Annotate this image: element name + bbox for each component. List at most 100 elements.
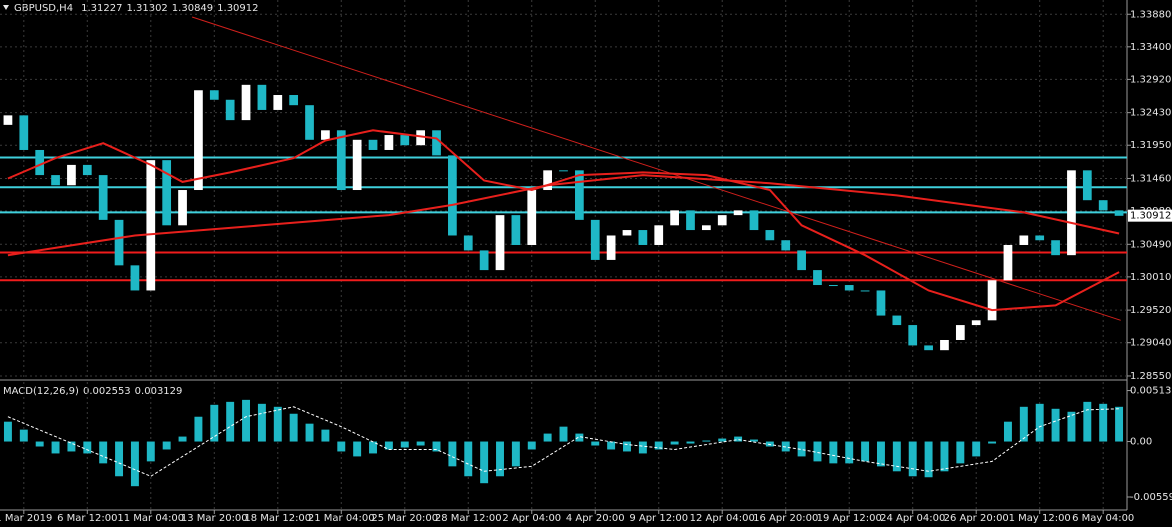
macd-bar [305, 423, 314, 442]
candle-body [209, 90, 219, 100]
candle-body [955, 325, 965, 340]
trend-line [191, 16, 1121, 321]
macd-bar [543, 433, 552, 442]
candle-body [654, 225, 664, 245]
macd-bar [654, 441, 663, 450]
x-tick-label: 1 May 12:00 [1009, 513, 1071, 524]
candle-body [495, 215, 505, 271]
macd-bar [829, 441, 838, 464]
macd-bar [972, 441, 981, 457]
macd-bar [369, 441, 377, 454]
x-tick-label: 12 Apr 04:00 [690, 513, 755, 524]
candle-body [416, 130, 426, 146]
candle-body [527, 190, 537, 245]
macd-bar [83, 441, 92, 454]
candle-body [940, 339, 949, 351]
macd-bar [1083, 401, 1092, 442]
menu-triangle[interactable] [3, 5, 9, 10]
last-price-label: 1.30912 [1130, 211, 1171, 222]
candle-body [178, 190, 187, 226]
macd-bar [194, 416, 203, 442]
candle-body [860, 290, 870, 292]
candle-body [448, 155, 457, 236]
macd-bar [623, 441, 631, 452]
macd-bar [210, 404, 219, 442]
x-tick-label: 25 Mar 20:00 [371, 513, 438, 524]
y-tick-label: 1.33880 [1130, 9, 1171, 20]
macd-bar [35, 441, 44, 447]
candle-body [701, 225, 711, 231]
candle-body [844, 285, 854, 291]
candle-body [733, 210, 743, 216]
macd-bar [956, 441, 965, 464]
candle-body [749, 210, 759, 231]
macd-bar [876, 441, 885, 467]
macd-bar [527, 441, 536, 450]
candle-body [797, 250, 806, 271]
x-tick-label: 28 Mar 12:00 [435, 513, 502, 524]
x-tick-label: 6 May 04:00 [1072, 513, 1134, 524]
x-tick-label: 1 Mar 2019 [0, 513, 52, 524]
candle-body [194, 90, 203, 191]
macd-bar [384, 441, 393, 450]
candle-body [606, 235, 616, 260]
candle-body [590, 219, 600, 260]
candle-body [130, 265, 140, 291]
candle-body [765, 230, 775, 241]
macd-bar [257, 403, 266, 442]
macd-bar [337, 441, 346, 452]
candle-body [479, 250, 489, 271]
x-tick-label: 26 Apr 20:00 [944, 513, 1009, 524]
candle-body [828, 285, 838, 287]
macd-bar [464, 441, 473, 477]
macd-bar [416, 441, 425, 446]
candle-body [384, 135, 394, 150]
candle-body [622, 230, 632, 236]
candle-body [1019, 235, 1029, 245]
candle-body [543, 170, 552, 191]
candle-body [1114, 210, 1124, 216]
macd-bar [924, 441, 933, 478]
candle-body [559, 170, 568, 172]
candle-body [686, 210, 695, 231]
y-tick-label: 1.28550 [1130, 371, 1171, 382]
candle-body [638, 230, 648, 245]
y-tick-label: 1.32430 [1130, 108, 1171, 119]
macd-bar [3, 421, 12, 442]
candle-body [273, 95, 283, 110]
candle-body [82, 164, 92, 176]
candle-body [67, 164, 76, 186]
macd-bar [448, 441, 457, 467]
macd-value: 0.003129 [135, 386, 183, 397]
candle-body [162, 160, 172, 226]
x-tick-label: 11 Mar 04:00 [117, 513, 184, 524]
macd-bar [1115, 406, 1124, 442]
macd-bar [734, 436, 743, 442]
macd-bar [813, 441, 822, 462]
macd-title: MACD(12,26,9) [3, 386, 79, 397]
macd-bar [400, 441, 409, 448]
candle-body [352, 139, 362, 191]
macd-bar [511, 441, 520, 467]
macd-bar [273, 406, 282, 442]
macd-bar [99, 441, 108, 464]
candle-body [98, 175, 108, 220]
candle-body [1067, 170, 1076, 256]
macd-bar [797, 441, 806, 457]
macd-bar [178, 436, 187, 442]
candle-body [432, 130, 441, 156]
macd-bar [940, 441, 949, 472]
candle-body [908, 325, 918, 346]
macd-bar [765, 441, 774, 447]
macd-bar [242, 399, 251, 442]
macd-bar [607, 441, 616, 450]
last-price-box [1128, 209, 1172, 222]
macd-bar [1099, 403, 1108, 442]
macd-bar [1067, 411, 1076, 442]
candle-body [400, 135, 410, 146]
macd-bar [480, 441, 489, 484]
candle-body [987, 280, 997, 321]
candle-body [670, 210, 679, 226]
x-tick-label: 24 Apr 04:00 [880, 513, 945, 524]
candle-body [305, 105, 314, 140]
